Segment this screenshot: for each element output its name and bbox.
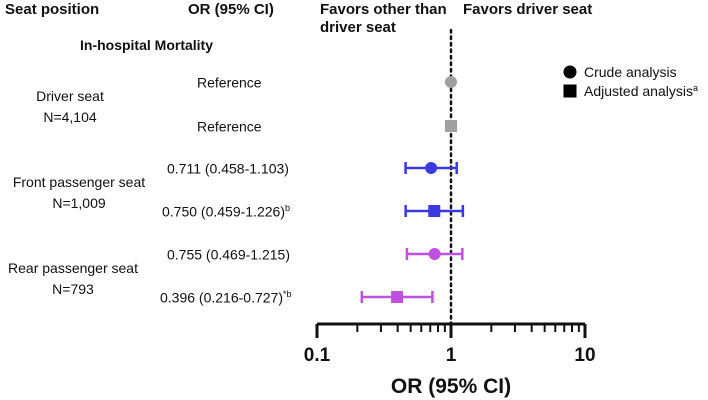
- row-label: 0.755 (0.469-1.215): [167, 246, 290, 263]
- group-name: Front passenger seat: [12, 174, 146, 190]
- group-name: Driver seat: [36, 88, 104, 104]
- row-label: Reference: [197, 74, 262, 91]
- group-n: N=4,104: [43, 109, 97, 125]
- point-driver-seat-crude: [445, 76, 457, 88]
- square-marker: [391, 291, 404, 303]
- legend-adjusted: Adjusted analysisa: [584, 83, 698, 99]
- header-favors-other-line2: driver seat: [320, 19, 396, 36]
- square-marker: [445, 120, 457, 132]
- point-front-passenger-seat-adjusted: [404, 205, 465, 217]
- circle-marker: [425, 162, 438, 174]
- plot-marks: [360, 76, 465, 303]
- group-front-passenger-seat: Front passenger seat N=1,009: [0, 172, 158, 214]
- square-marker: [428, 205, 441, 217]
- row-label: 0.396 (0.216-0.727)*b: [160, 289, 292, 306]
- x-axis: [315, 322, 587, 338]
- legend-circle-icon: [563, 65, 577, 79]
- legend-crude: Crude analysis: [584, 64, 677, 80]
- group-n: N=1,009: [52, 195, 106, 211]
- header-favors-other-line1: Favors other than: [320, 1, 447, 18]
- group-n: N=793: [52, 281, 94, 297]
- section-title: In-hospital Mortality: [80, 37, 213, 53]
- group-rear-passenger-seat: Rear passenger seat N=793: [0, 258, 146, 300]
- circle-marker: [445, 76, 457, 88]
- circle-marker: [428, 248, 441, 260]
- legend-square-icon: [563, 84, 577, 98]
- header-seat-position: Seat position: [5, 1, 100, 18]
- header-or-ci: OR (95% CI): [188, 1, 274, 18]
- row-label: 0.750 (0.459-1.226)b: [162, 203, 290, 220]
- point-driver-seat-adjusted: [445, 120, 457, 132]
- legend: Crude analysis Adjusted analysisa: [563, 64, 698, 99]
- row-label: 0.711 (0.458-1.103): [167, 160, 289, 177]
- x-axis-title: OR (95% CI): [391, 375, 511, 398]
- point-rear-passenger-seat-crude: [405, 248, 464, 260]
- row-label: Reference: [197, 118, 262, 135]
- header-favors-driver: Favors driver seat: [463, 1, 593, 18]
- group-name: Rear passenger seat: [8, 260, 138, 276]
- tick-label-0.1: 0.1: [304, 345, 331, 366]
- point-rear-passenger-seat-adjusted: [360, 291, 434, 303]
- point-front-passenger-seat-crude: [404, 162, 458, 174]
- tick-label-1: 1: [446, 345, 457, 366]
- tick-label-10: 10: [574, 345, 595, 366]
- group-driver-seat: Driver seat N=4,104: [0, 86, 140, 128]
